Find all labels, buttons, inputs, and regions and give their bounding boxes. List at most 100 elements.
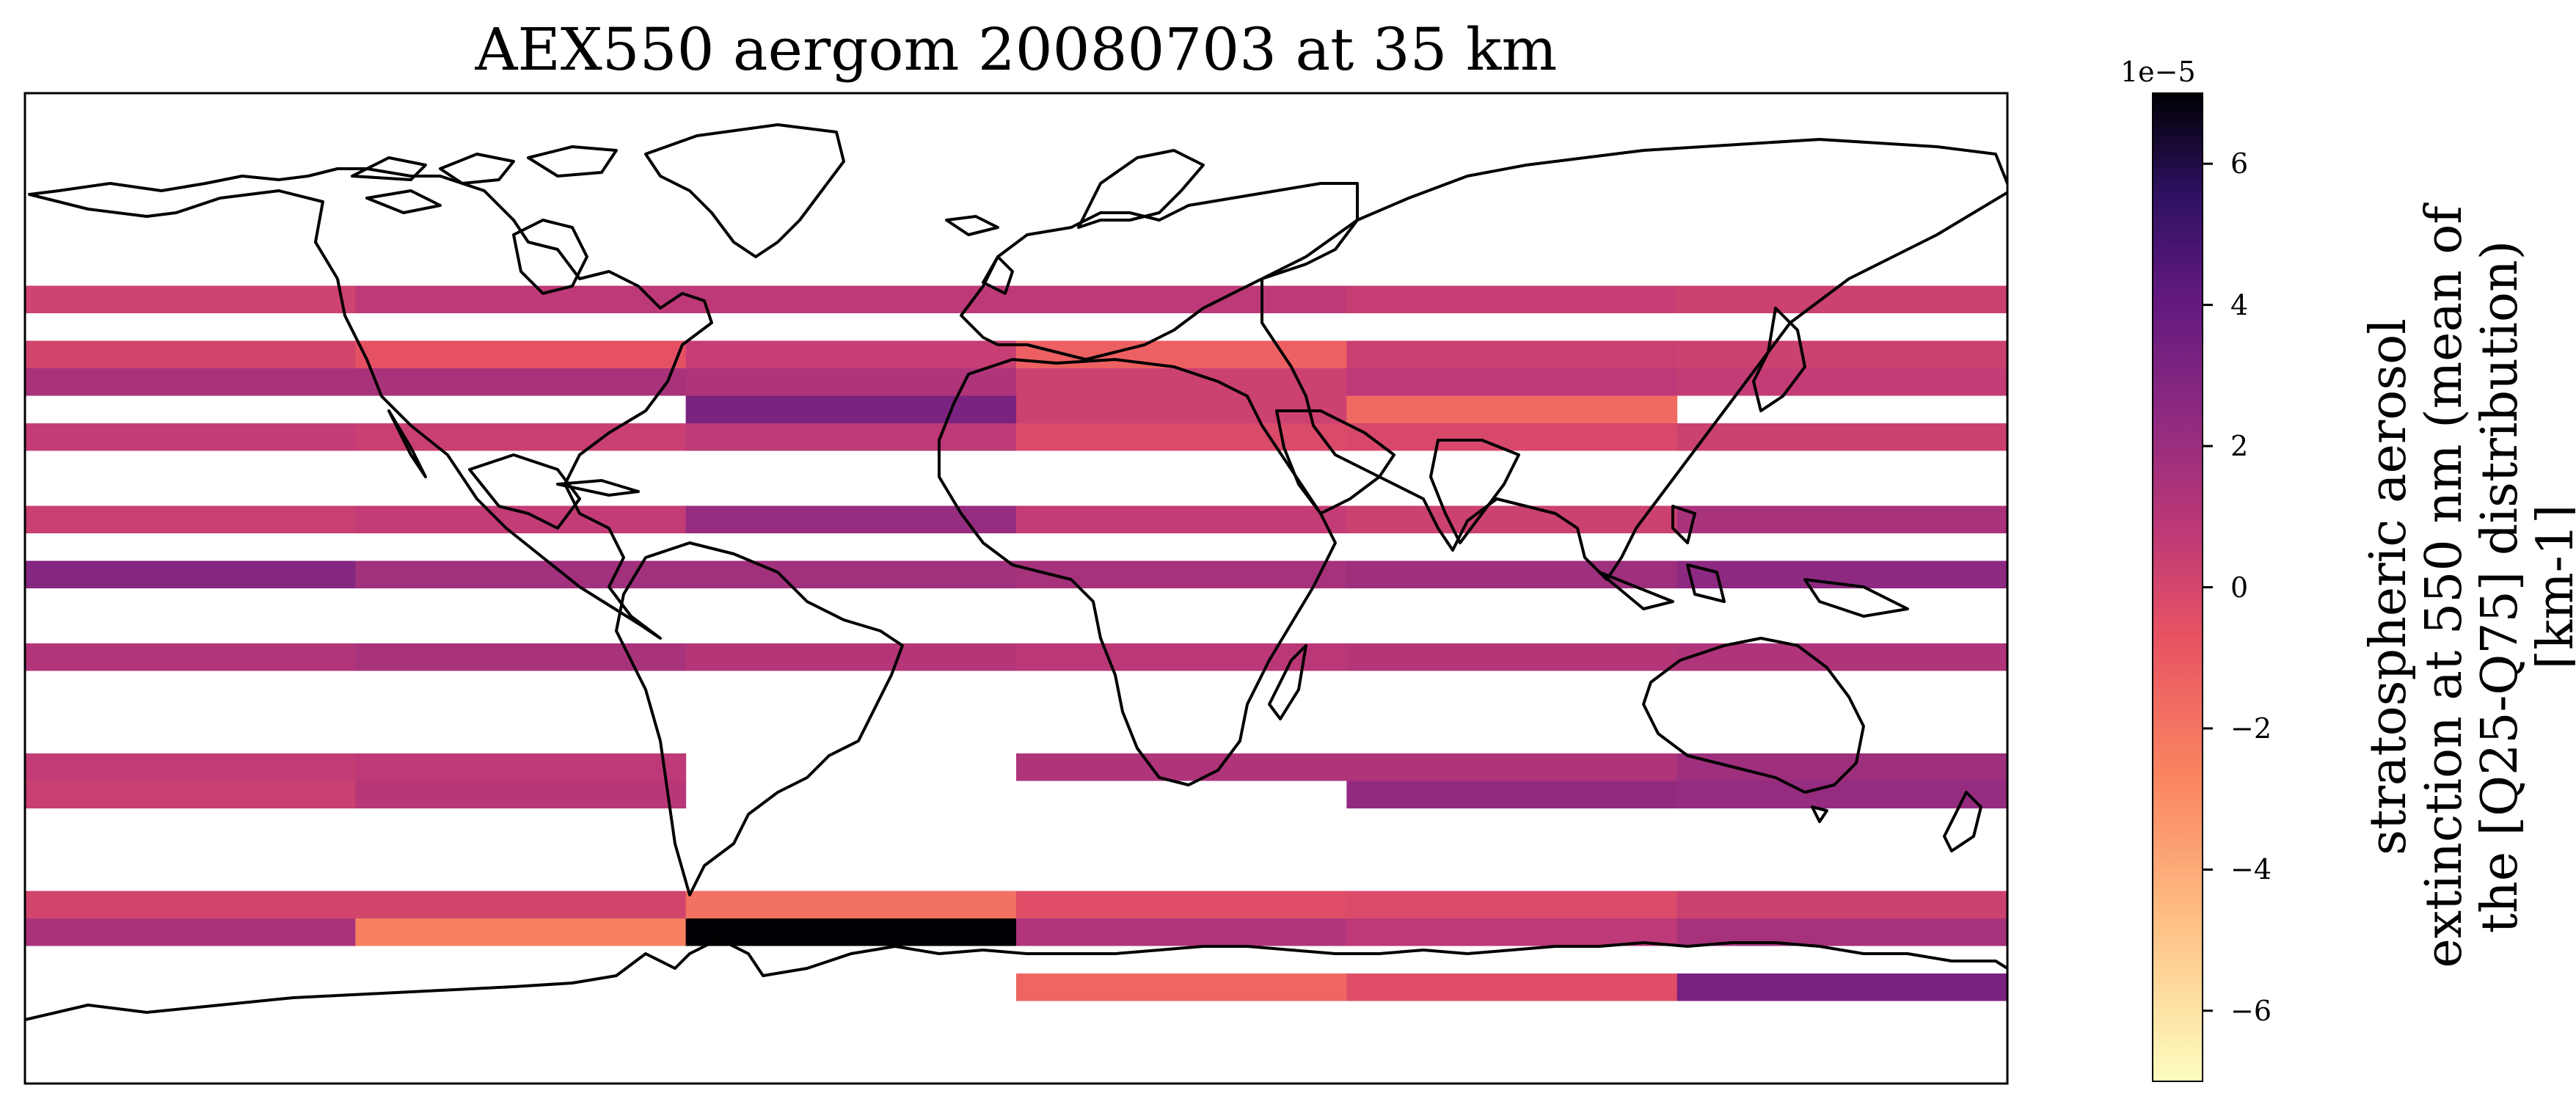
data-cell-r4-c3 [1016, 423, 1347, 451]
colorbar-label: stratospheric aerosol extinction at 550 n… [2360, 88, 2576, 1086]
data-cell-r7-c4 [1346, 643, 1678, 671]
coastline-britain [982, 255, 1014, 295]
data-cell-r2-c3 [1016, 368, 1347, 396]
data-cell-r5-c0 [25, 505, 356, 533]
data-cell-r11-c3 [1016, 918, 1347, 946]
data-cell-r7-c5 [1676, 643, 2008, 671]
colorbar-tick-label: −6 [2230, 994, 2272, 1027]
data-cell-r8-c1 [355, 753, 687, 781]
data-cell-r9-c1 [355, 781, 687, 808]
data-cell-r1-c1 [355, 340, 687, 368]
colorbar-tick-label: 2 [2230, 430, 2249, 463]
data-cell-r7-c2 [685, 643, 1017, 671]
coastline-asia [1260, 138, 2007, 581]
colorbar-tick-label: −2 [2230, 712, 2272, 745]
data-cell-r4-c4 [1346, 423, 1678, 451]
data-cell-r1-c2 [685, 340, 1017, 368]
data-cell-r1-c4 [1346, 340, 1678, 368]
coastline-africa [938, 358, 1337, 786]
data-cell-r7-c1 [355, 643, 687, 671]
data-cell-r5-c4 [1346, 505, 1678, 533]
coastline-cuba [556, 479, 640, 497]
coastline-japan [1752, 307, 1806, 412]
coastline-europe [960, 182, 1359, 361]
colorbar-label-line: [km-1] [2527, 505, 2575, 670]
data-cell-r6-c4 [1346, 560, 1678, 588]
data-cell-r11-c1 [355, 918, 687, 946]
coastline-philippines [1671, 505, 1696, 544]
coastline-madagascar [1268, 644, 1307, 720]
coastline-arabia [1275, 409, 1395, 515]
data-cell-r12-c4 [1346, 973, 1678, 1001]
coastline-australia [1642, 637, 1865, 794]
data-cell-r4-c2 [685, 423, 1017, 451]
data-cell-r6-c3 [1016, 560, 1347, 588]
data-cell-r8-c3 [1016, 753, 1347, 781]
colorbar-tick-label: 4 [2230, 288, 2249, 321]
data-cells [25, 285, 2008, 1001]
coastline-hudson-bay [512, 219, 588, 295]
data-cell-r12-c3 [1016, 973, 1347, 1001]
data-cell-r9-c4 [1346, 781, 1678, 808]
data-cell-r2-c2 [685, 368, 1017, 396]
data-cell-r6-c0 [25, 560, 356, 588]
colorbar-tick-label: −4 [2230, 853, 2272, 886]
data-cell-r10-c0 [25, 891, 356, 918]
coastline-baja [387, 409, 427, 478]
data-cell-r10-c4 [1346, 891, 1678, 918]
coastline-south-america [615, 541, 904, 896]
coastline-new-zealand [1943, 791, 1982, 852]
coastline-arctic-islands-1 [351, 156, 427, 181]
data-cell-r0-c0 [25, 285, 356, 313]
data-cell-r10-c2 [685, 891, 1017, 918]
colorbar-label-line: stratospheric aerosol [2362, 318, 2418, 855]
coastline-arctic-islands-2 [439, 153, 515, 185]
coastline-gulf-of-mexico [468, 453, 581, 530]
data-cell-r11-c2 [685, 918, 1017, 946]
coastline-india [1429, 439, 1520, 544]
data-cell-r0-c3 [1016, 285, 1347, 313]
coastline-arctic-islands-3 [527, 145, 618, 178]
coastline-tasmania [1811, 805, 1828, 823]
colorbar-label-line: the [Q25-Q75] distribution) [2471, 241, 2529, 934]
data-cell-r12-c5 [1676, 973, 2008, 1001]
data-cell-r5-c2 [685, 505, 1017, 533]
data-cell-r4-c0 [25, 423, 356, 451]
data-cell-r6-c2 [685, 560, 1017, 588]
colorbar-label-line: extinction at 550 nm (mean of [2415, 202, 2473, 968]
data-cell-r4-c5 [1676, 423, 2008, 451]
data-cell-r2-c0 [25, 368, 356, 396]
data-cell-r11-c0 [25, 918, 356, 946]
data-cell-r0-c1 [355, 285, 687, 313]
colorbar-ticks [2203, 162, 2213, 1012]
data-cell-r0-c5 [1676, 285, 2008, 313]
data-cell-r0-c4 [1346, 285, 1678, 313]
coastlines [25, 123, 2007, 1021]
data-cell-r3-c4 [1346, 395, 1678, 423]
data-cell-r1-c5 [1676, 340, 2008, 368]
data-cell-r8-c4 [1346, 753, 1678, 781]
data-cell-r10-c1 [355, 891, 687, 918]
data-cell-r11-c4 [1346, 918, 1678, 946]
data-cell-r9-c0 [25, 781, 356, 808]
data-cell-r2-c4 [1346, 368, 1678, 396]
colorbar-tick-label: 6 [2230, 147, 2249, 180]
coastline-arctic-islands-4 [365, 189, 442, 214]
coastline-scandinavia [1077, 149, 1205, 229]
data-cell-r9-c5 [1676, 781, 2008, 808]
data-cell-r3-c2 [685, 395, 1017, 423]
data-cell-r10-c5 [1676, 891, 2008, 918]
data-cell-r2-c1 [355, 368, 687, 396]
colorbar-exponent: 1e−5 [2120, 56, 2196, 88]
data-cell-r0-c2 [685, 285, 1017, 313]
coastline-greenland [644, 123, 845, 258]
coastline-new-guinea [1803, 578, 1909, 618]
coastline-iceland [945, 215, 999, 236]
data-cell-r5-c1 [355, 505, 687, 533]
data-cell-r5-c3 [1016, 505, 1347, 533]
data-cell-r8-c0 [25, 753, 356, 781]
data-cell-r7-c0 [25, 643, 356, 671]
data-cell-r1-c0 [25, 340, 356, 368]
colorbar [2152, 92, 2203, 1082]
